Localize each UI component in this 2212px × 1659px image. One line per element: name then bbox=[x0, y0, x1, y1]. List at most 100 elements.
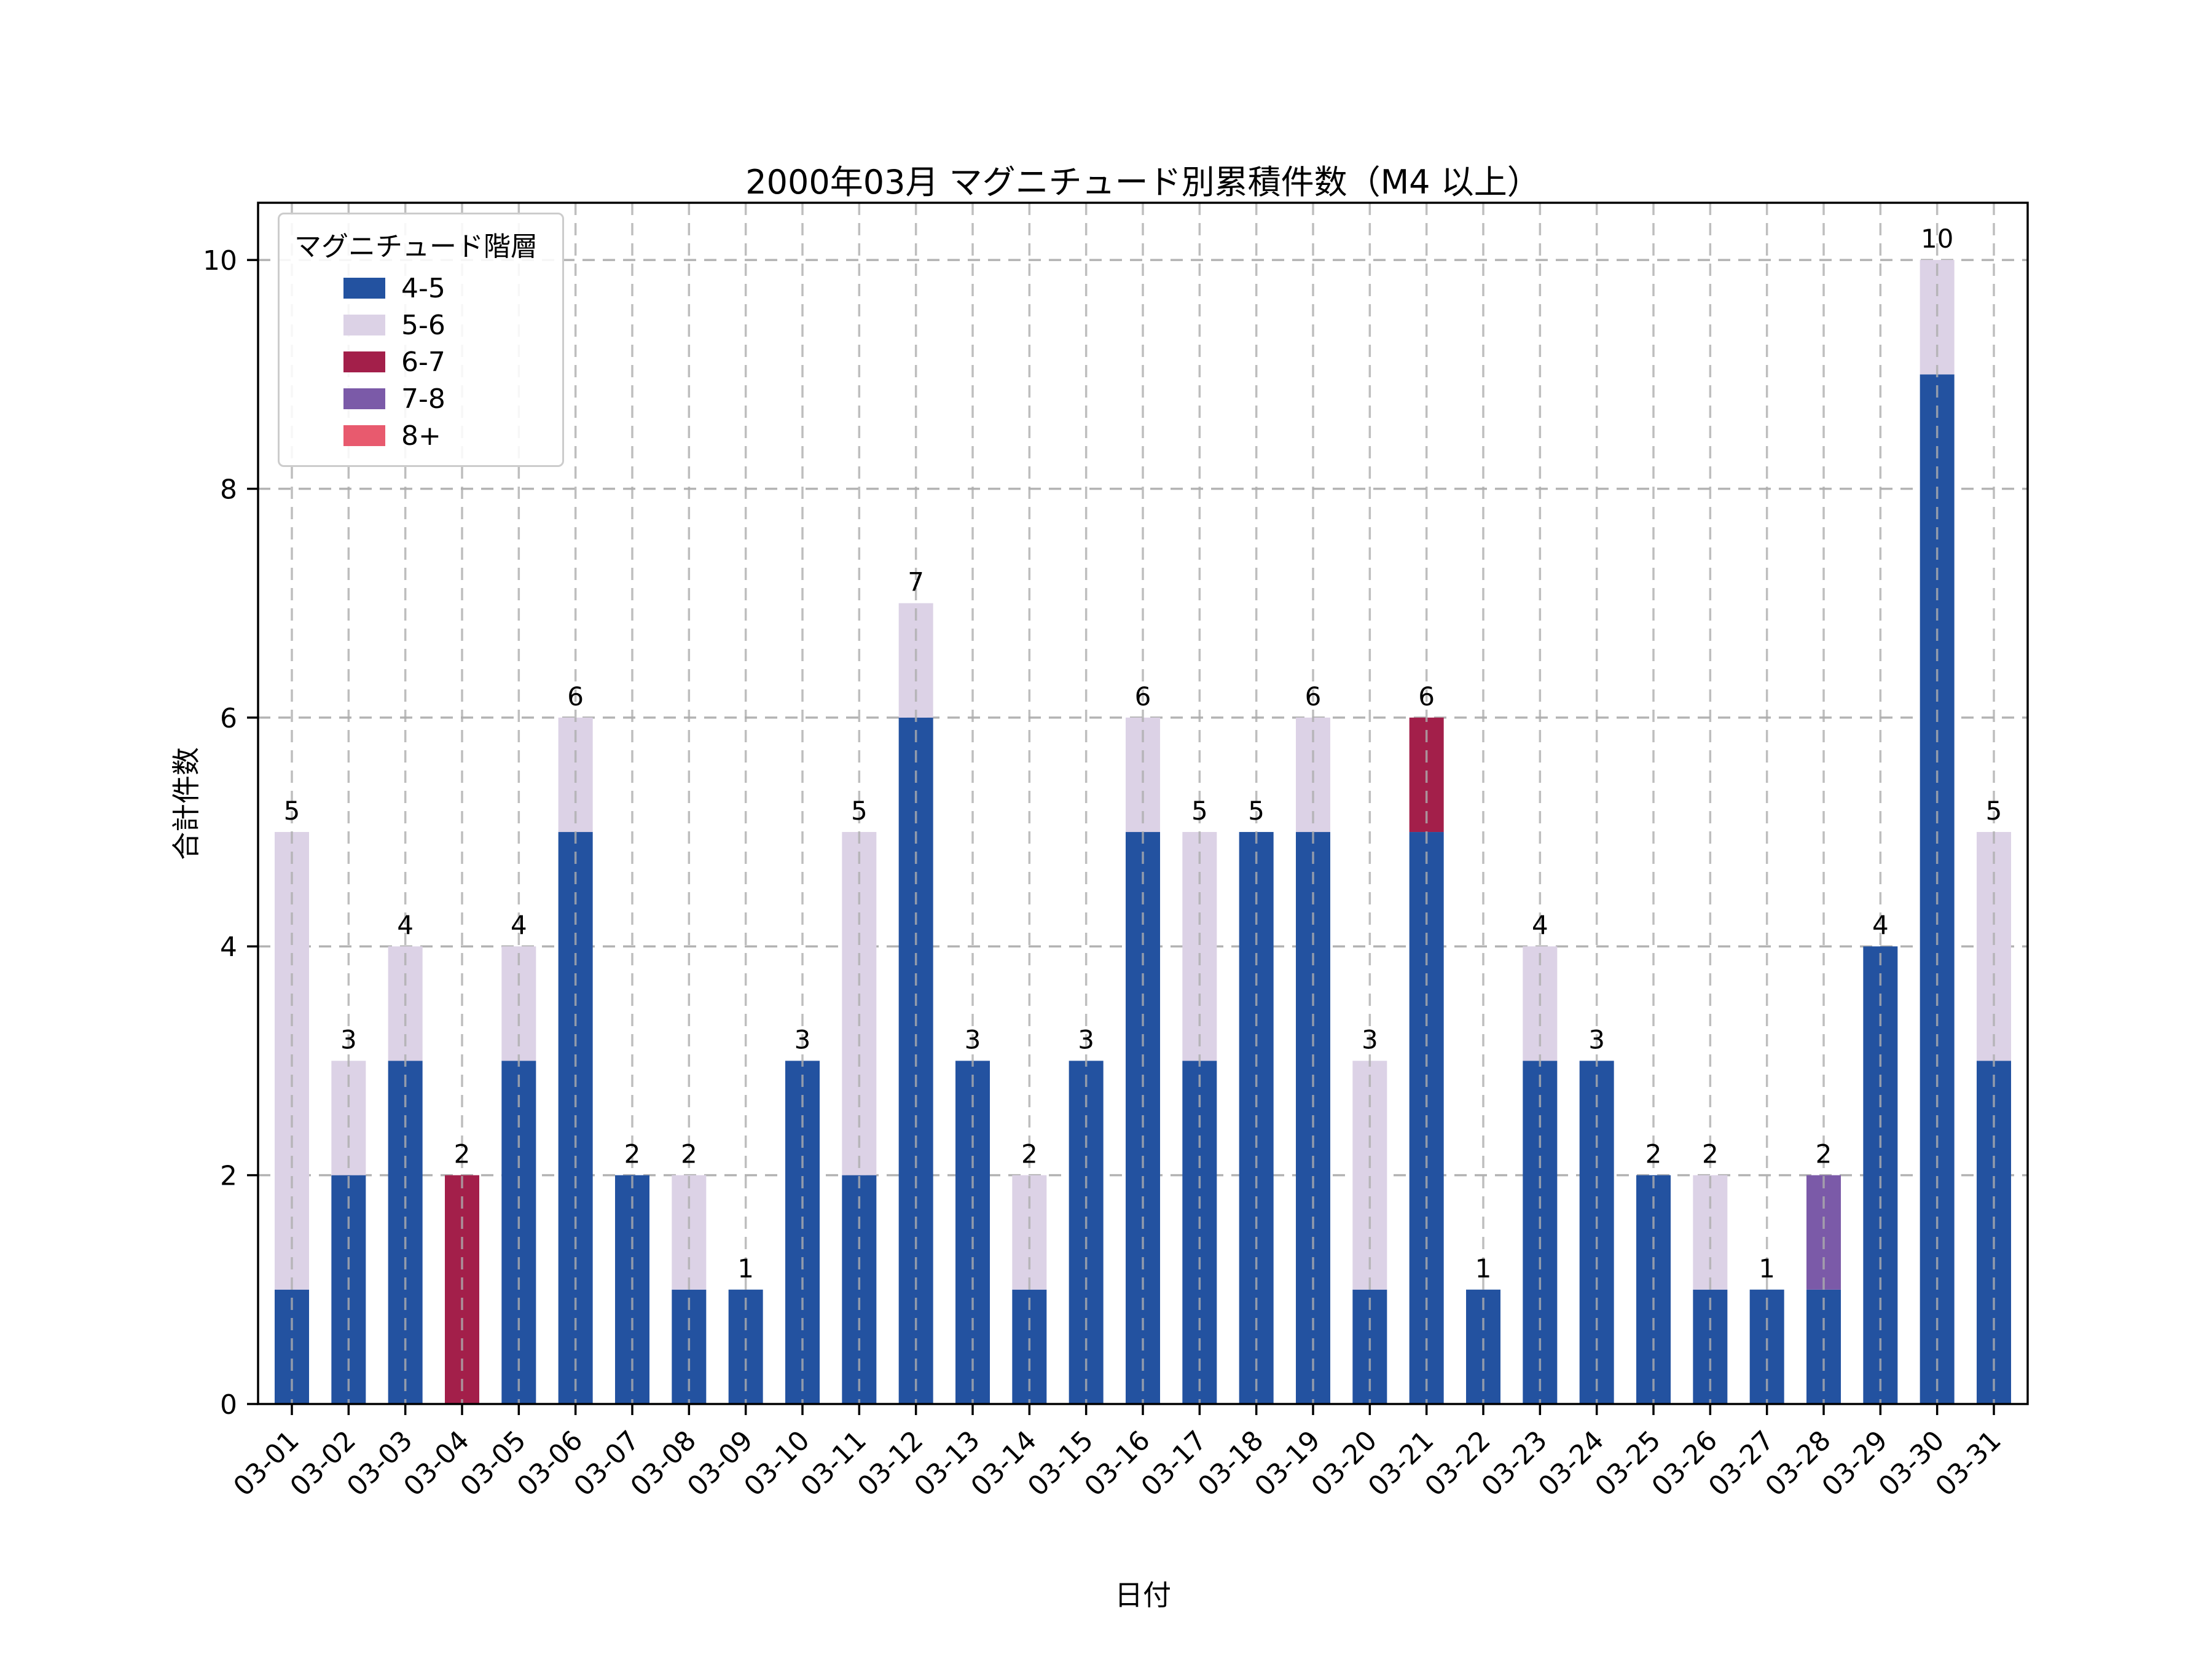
bar-total-label-03-04: 2 bbox=[454, 1139, 471, 1169]
x-tick-label-03-19: 03-19 bbox=[1249, 1425, 1326, 1502]
bar-segment-03-05-4-5 bbox=[501, 1061, 536, 1404]
legend-label-5-6: 5-6 bbox=[401, 309, 445, 341]
legend-items: 4-5 5-6 6-7 7-8 8+ bbox=[294, 270, 538, 454]
x-tick-label-03-22: 03-22 bbox=[1419, 1425, 1496, 1502]
bar-segment-03-28-7-8 bbox=[1806, 1175, 1841, 1290]
legend-item-7-8: 7-8 bbox=[343, 380, 538, 417]
x-tick-label-03-24: 03-24 bbox=[1532, 1425, 1610, 1502]
x-tick-label-03-29: 03-29 bbox=[1816, 1425, 1894, 1502]
bar-segment-03-24-4-5 bbox=[1579, 1061, 1614, 1404]
bar-total-label-03-08: 2 bbox=[681, 1139, 697, 1169]
legend-label-4-5: 4-5 bbox=[401, 272, 445, 304]
y-tick-label-10: 10 bbox=[203, 245, 237, 276]
x-tick-label-03-09: 03-09 bbox=[681, 1425, 759, 1502]
bar-segment-03-10-4-5 bbox=[785, 1061, 820, 1404]
bar-total-label-03-20: 3 bbox=[1362, 1024, 1378, 1054]
bar-total-label-03-05: 4 bbox=[511, 910, 527, 940]
bar-segment-03-03-4-5 bbox=[388, 1061, 423, 1404]
legend-swatch-5-6 bbox=[343, 315, 385, 335]
bar-total-label-03-16: 6 bbox=[1135, 681, 1151, 712]
x-tick-label-03-31: 03-31 bbox=[1929, 1425, 2007, 1502]
x-tick-label-03-14: 03-14 bbox=[965, 1425, 1043, 1502]
legend: マグニチュード階層 4-5 5-6 6-7 7-8 8+ bbox=[278, 213, 564, 467]
bar-total-label-03-19: 6 bbox=[1305, 681, 1322, 712]
bar-segment-03-31-4-5 bbox=[1977, 1061, 2011, 1404]
bar-segment-03-31-5-6 bbox=[1977, 832, 2011, 1061]
bar-total-label-03-02: 3 bbox=[340, 1024, 357, 1054]
bar-total-label-03-17: 5 bbox=[1191, 796, 1208, 826]
bar-total-label-03-29: 4 bbox=[1872, 910, 1889, 940]
legend-swatch-4-5 bbox=[343, 278, 385, 299]
x-tick-label-03-08: 03-08 bbox=[625, 1425, 702, 1502]
x-tick-label-03-06: 03-06 bbox=[511, 1425, 589, 1502]
y-tick-label-2: 2 bbox=[220, 1161, 237, 1192]
bar-total-label-03-28: 2 bbox=[1816, 1139, 1832, 1169]
x-tick-label-03-16: 03-16 bbox=[1078, 1425, 1156, 1502]
x-tick-label-03-26: 03-26 bbox=[1646, 1425, 1724, 1502]
bar-total-label-03-13: 3 bbox=[965, 1024, 981, 1054]
bar-total-label-03-03: 4 bbox=[397, 910, 414, 940]
y-tick-label-8: 8 bbox=[220, 474, 237, 505]
legend-item-5-6: 5-6 bbox=[343, 307, 538, 343]
x-tick-label-03-13: 03-13 bbox=[908, 1425, 986, 1502]
bar-total-label-03-06: 6 bbox=[567, 681, 584, 712]
legend-label-7-8: 7-8 bbox=[401, 383, 445, 415]
x-tick-label-03-04: 03-04 bbox=[398, 1425, 475, 1502]
legend-swatch-7-8 bbox=[343, 388, 385, 409]
x-tick-label-03-17: 03-17 bbox=[1135, 1425, 1213, 1502]
bar-segment-03-08-5-6 bbox=[672, 1175, 707, 1290]
bar-total-label-03-30: 10 bbox=[1921, 224, 1953, 254]
bar-segment-03-14-5-6 bbox=[1012, 1175, 1047, 1290]
x-tick-label-03-18: 03-18 bbox=[1192, 1425, 1269, 1502]
x-tick-label-03-15: 03-15 bbox=[1022, 1425, 1099, 1502]
bar-total-labels: 5 3 4 2 4 6 2 2 1 3 5 7 3 2 3 6 5 5 6 3 6 1 4 3 2 2 1 2 4 10 5 bbox=[284, 224, 2002, 1284]
x-tick-label-03-05: 03-05 bbox=[455, 1425, 532, 1502]
legend-label-8+: 8+ bbox=[401, 420, 441, 452]
bar-total-label-03-10: 3 bbox=[794, 1024, 811, 1054]
chart-title: 2000年03月 マグニチュード別累積件数（M4 以上） bbox=[745, 163, 1540, 202]
x-tick-label-03-23: 03-23 bbox=[1476, 1425, 1553, 1502]
legend-item-4-5: 4-5 bbox=[343, 270, 538, 307]
y-tick-label-0: 0 bbox=[220, 1389, 237, 1421]
bar-total-label-03-09: 1 bbox=[737, 1253, 754, 1284]
bar-total-label-03-26: 2 bbox=[1702, 1139, 1719, 1169]
legend-title: マグニチュード階層 bbox=[294, 231, 538, 262]
bar-segment-03-17-4-5 bbox=[1182, 1061, 1217, 1404]
x-tick-label-03-27: 03-27 bbox=[1703, 1425, 1780, 1502]
bar-total-label-03-12: 7 bbox=[908, 567, 924, 597]
y-tick-label-6: 6 bbox=[220, 703, 237, 734]
x-tick-label-03-03: 03-03 bbox=[341, 1425, 418, 1502]
bar-total-label-03-18: 5 bbox=[1248, 796, 1265, 826]
bar-total-label-03-22: 1 bbox=[1475, 1253, 1492, 1284]
x-tick-label-03-20: 03-20 bbox=[1306, 1425, 1383, 1502]
legend-swatch-8+ bbox=[343, 425, 385, 446]
bar-segment-03-30-4-5 bbox=[1920, 374, 1955, 1405]
bar-segment-03-17-5-6 bbox=[1182, 832, 1217, 1061]
bar-segment-03-23-4-5 bbox=[1523, 1061, 1558, 1404]
legend-swatch-6-7 bbox=[343, 351, 385, 372]
x-axis-label: 日付 bbox=[1115, 1579, 1171, 1612]
x-tick-label-03-11: 03-11 bbox=[795, 1425, 873, 1502]
bar-total-label-03-07: 2 bbox=[624, 1139, 641, 1169]
legend-label-6-7: 6-7 bbox=[401, 346, 445, 378]
x-tick-label-03-12: 03-12 bbox=[852, 1425, 929, 1502]
bar-total-label-03-23: 4 bbox=[1532, 910, 1548, 940]
x-tick-label-03-21: 03-21 bbox=[1362, 1425, 1440, 1502]
x-tick-label-03-01: 03-01 bbox=[227, 1425, 305, 1502]
bar-total-label-03-11: 5 bbox=[851, 796, 868, 826]
y-tick-label-4: 4 bbox=[220, 931, 237, 963]
bar-total-label-03-14: 2 bbox=[1021, 1139, 1038, 1169]
bar-segment-03-26-5-6 bbox=[1693, 1175, 1728, 1290]
legend-item-8+: 8+ bbox=[343, 417, 538, 454]
bar-total-label-03-31: 5 bbox=[1986, 796, 2002, 826]
y-axis-label: 合計件数 bbox=[170, 747, 203, 860]
bar-total-label-03-24: 3 bbox=[1588, 1024, 1605, 1054]
x-tick-label-03-25: 03-25 bbox=[1589, 1425, 1666, 1502]
x-tick-label-03-07: 03-07 bbox=[568, 1425, 645, 1502]
v-gridlines bbox=[291, 203, 1995, 1404]
x-tick-label-03-10: 03-10 bbox=[738, 1425, 815, 1502]
x-tick-label-03-02: 03-02 bbox=[284, 1425, 362, 1502]
bar-total-label-03-27: 1 bbox=[1759, 1253, 1775, 1284]
